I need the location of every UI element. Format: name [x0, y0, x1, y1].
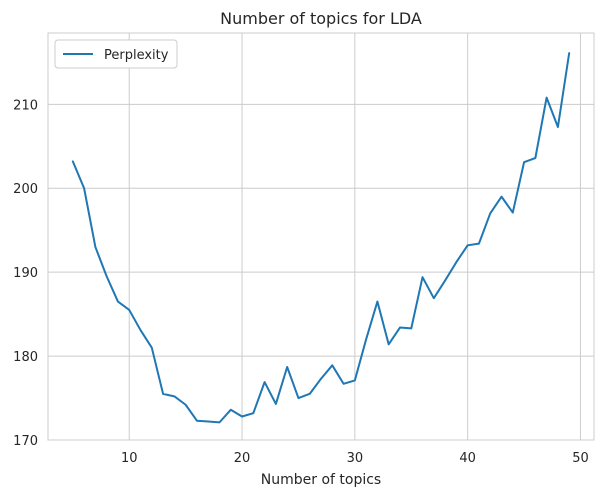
legend: Perplexity	[54, 39, 178, 69]
x-tick-label: 30	[347, 451, 364, 466]
y-tick-label: 190	[13, 266, 38, 281]
chart-title: Number of topics for LDA	[220, 9, 422, 28]
x-tick-label: 10	[121, 451, 138, 466]
legend-label-perplexity: Perplexity	[104, 48, 169, 63]
y-tick-label: 200	[13, 182, 38, 197]
x-tick-label: 40	[459, 451, 476, 466]
plot-frame	[47, 32, 595, 441]
x-tick-label: 50	[572, 451, 589, 466]
y-tick-label: 210	[13, 98, 38, 113]
legend-box	[54, 39, 178, 69]
y-tick-label: 170	[13, 434, 38, 449]
series-layer	[71, 52, 571, 424]
x-axis-label: Number of topics	[261, 472, 381, 488]
series-line-perplexity	[71, 52, 571, 424]
x-tick-label: 20	[234, 451, 251, 466]
y-tick-label: 180	[13, 350, 38, 365]
tick-labels: 10 20 30 40 50 170 180 190 200 210	[13, 98, 589, 466]
